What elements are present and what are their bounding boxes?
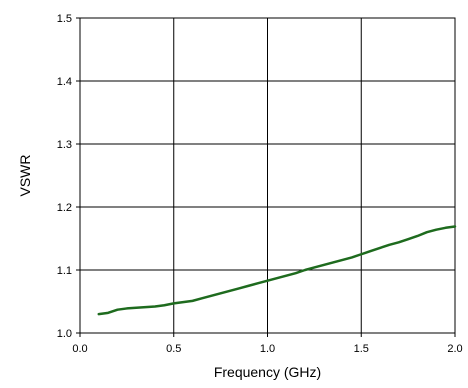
y-tick-label: 1.1 xyxy=(57,265,72,277)
x-tick-label: 0.5 xyxy=(166,343,181,355)
axis-ticks: 0.0 0.5 1.0 1.5 2.0 1.0 1.1 1.2 1.3 1.4 1.5 xyxy=(57,13,463,355)
y-tick-label: 1.3 xyxy=(57,139,72,151)
y-tick-label: 1.0 xyxy=(57,328,72,340)
x-tick-label: 1.5 xyxy=(354,343,369,355)
x-tick-label: 2.0 xyxy=(447,343,462,355)
series-layer xyxy=(97,225,457,316)
series-line xyxy=(97,225,457,316)
x-tick-label: 1.0 xyxy=(260,343,275,355)
y-tick-label: 1.4 xyxy=(57,76,72,88)
y-tick-label: 1.2 xyxy=(57,202,72,214)
y-tick-label: 1.5 xyxy=(57,13,72,25)
x-axis-title: Frequency (GHz) xyxy=(214,364,321,380)
grid-lines xyxy=(80,18,455,333)
y-axis-title: VSWR xyxy=(17,155,33,197)
x-tick-label: 0.0 xyxy=(72,343,87,355)
